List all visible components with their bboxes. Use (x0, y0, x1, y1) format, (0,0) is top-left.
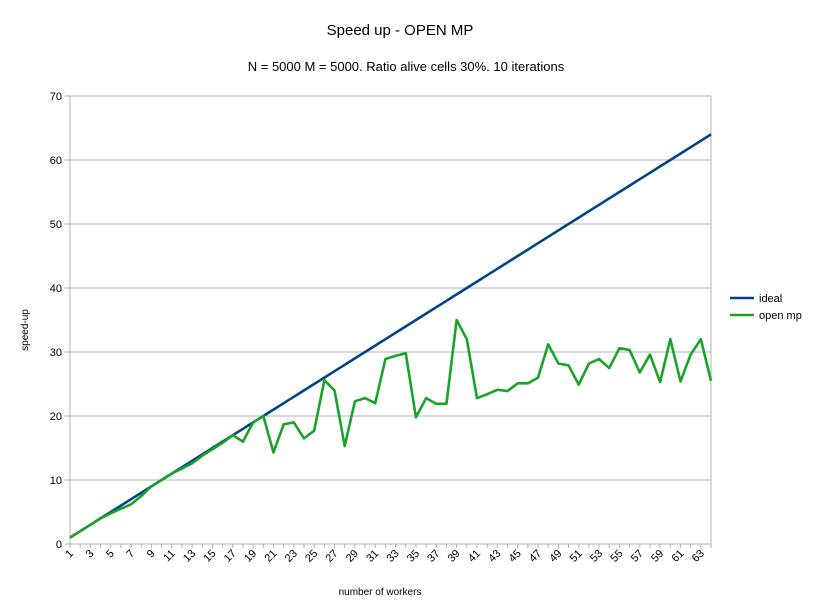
series-line-open-mp (69, 318, 713, 539)
x-tick-label: 35 (405, 548, 422, 565)
y-tick-label: 70 (50, 91, 62, 103)
y-tick-label: 0 (56, 539, 62, 551)
x-tick-label: 53 (588, 548, 605, 565)
x-tick-label: 19 (242, 548, 259, 565)
y-tick-label: 60 (50, 155, 62, 167)
x-tick-label: 9 (145, 548, 158, 561)
legend-label: ideal (759, 293, 782, 305)
x-axis-title: number of workers (339, 587, 422, 598)
x-tick-label: 27 (324, 548, 341, 565)
x-tick-label: 39 (446, 548, 463, 565)
y-tick-label: 50 (50, 219, 62, 231)
x-tick-label: 13 (181, 548, 198, 565)
legend: ideal open mp (730, 293, 802, 322)
x-tick-label: 37 (425, 548, 442, 565)
x-tick-label: 55 (608, 548, 625, 565)
y-tick-labels: 0 10 20 30 40 50 60 70 (50, 91, 62, 551)
y-tick-label: 30 (50, 347, 62, 359)
x-tick-label: 1 (63, 548, 76, 561)
x-tick-label: 45 (507, 548, 524, 565)
chart-subtitle: N = 5000 M = 5000. Ratio alive cells 30%… (248, 59, 565, 74)
x-tick-label: 57 (629, 548, 646, 565)
x-tick-label: 17 (222, 548, 239, 565)
x-tick-label: 29 (344, 548, 361, 565)
x-tick-label: 43 (486, 548, 503, 565)
x-tick-label: 21 (262, 548, 279, 565)
x-tick-label: 41 (466, 548, 483, 565)
grid (70, 95, 711, 481)
x-tick-label: 59 (649, 548, 666, 565)
y-tick-label: 10 (50, 475, 62, 487)
x-tick-label: 51 (568, 548, 585, 565)
x-tick-label: 11 (161, 548, 178, 565)
x-tick-label: 49 (547, 548, 564, 565)
series-lines (69, 133, 713, 539)
x-tick-label: 47 (527, 548, 544, 565)
y-axis-title: speed-up (20, 309, 31, 351)
y-tick-label: 40 (50, 283, 62, 295)
x-tick-label: 61 (669, 548, 686, 565)
x-tick-label: 25 (303, 548, 320, 565)
x-tick-label: 5 (104, 548, 117, 561)
x-tick-label: 7 (124, 548, 137, 561)
x-tick-labels: 1 3 5 7 9 11 13 15 17 19 21 23 25 27 29 31 33 35 37 39 41 43 4… (63, 548, 707, 565)
chart-title: Speed up - OPEN MP (327, 22, 474, 39)
legend-label: open mp (759, 310, 802, 322)
y-tick-label: 20 (50, 411, 62, 423)
x-tick-label: 31 (364, 548, 381, 565)
x-tick-label: 23 (283, 548, 300, 565)
axes (65, 95, 712, 548)
x-tick-label: 33 (385, 548, 402, 565)
x-tick-label: 3 (84, 548, 97, 561)
x-tick-label: 15 (201, 548, 218, 565)
x-tick-label: 63 (690, 548, 707, 565)
